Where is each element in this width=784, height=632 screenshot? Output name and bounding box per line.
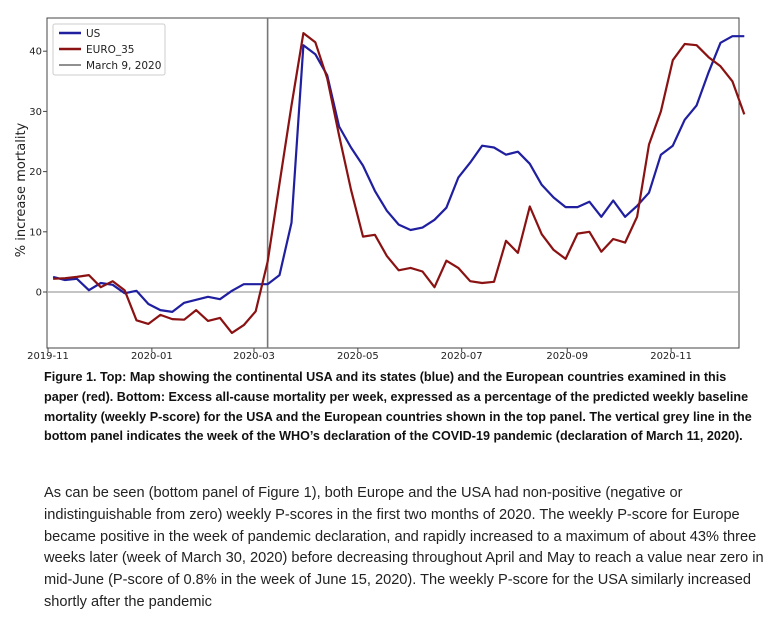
y-tick-label: 30 (29, 107, 42, 118)
figure-caption: Figure 1. Top: Map showing the continent… (44, 370, 752, 444)
x-tick-label: 2020-07 (441, 351, 483, 362)
x-tick-label: 2020-01 (131, 351, 173, 362)
y-tick-label: 10 (29, 227, 42, 238)
x-tick-label: 2020-09 (546, 351, 588, 362)
legend-label-march9: March 9, 2020 (86, 60, 161, 72)
us-series-line (52, 35, 745, 313)
legend-box (52, 23, 166, 76)
legend-label-us: US (86, 28, 101, 40)
x-tick-label: 2020-11 (650, 351, 692, 362)
x-tick-label: 2020-03 (233, 351, 275, 362)
mortality-chart: 0 10 20 30 40 2019-11 2020-01 2020-03 2020-05 20… (14, 17, 746, 362)
legend-label-euro35: EURO_35 (86, 44, 135, 56)
y-tick-label: 20 (29, 167, 42, 178)
y-tick-label: 0 (36, 288, 42, 299)
euro35-series-line (53, 31, 746, 334)
legend: US EURO_35 March 9, 2020 (52, 23, 166, 76)
body-paragraph: As can be seen (bottom panel of Figure 1… (44, 485, 764, 610)
y-tick-label: 40 (29, 47, 42, 58)
x-tick-label: 2019-11 (27, 351, 69, 362)
x-tick-label: 2020-05 (337, 351, 379, 362)
plot-frame (46, 17, 740, 349)
y-axis-label: % increase mortality (14, 122, 29, 257)
